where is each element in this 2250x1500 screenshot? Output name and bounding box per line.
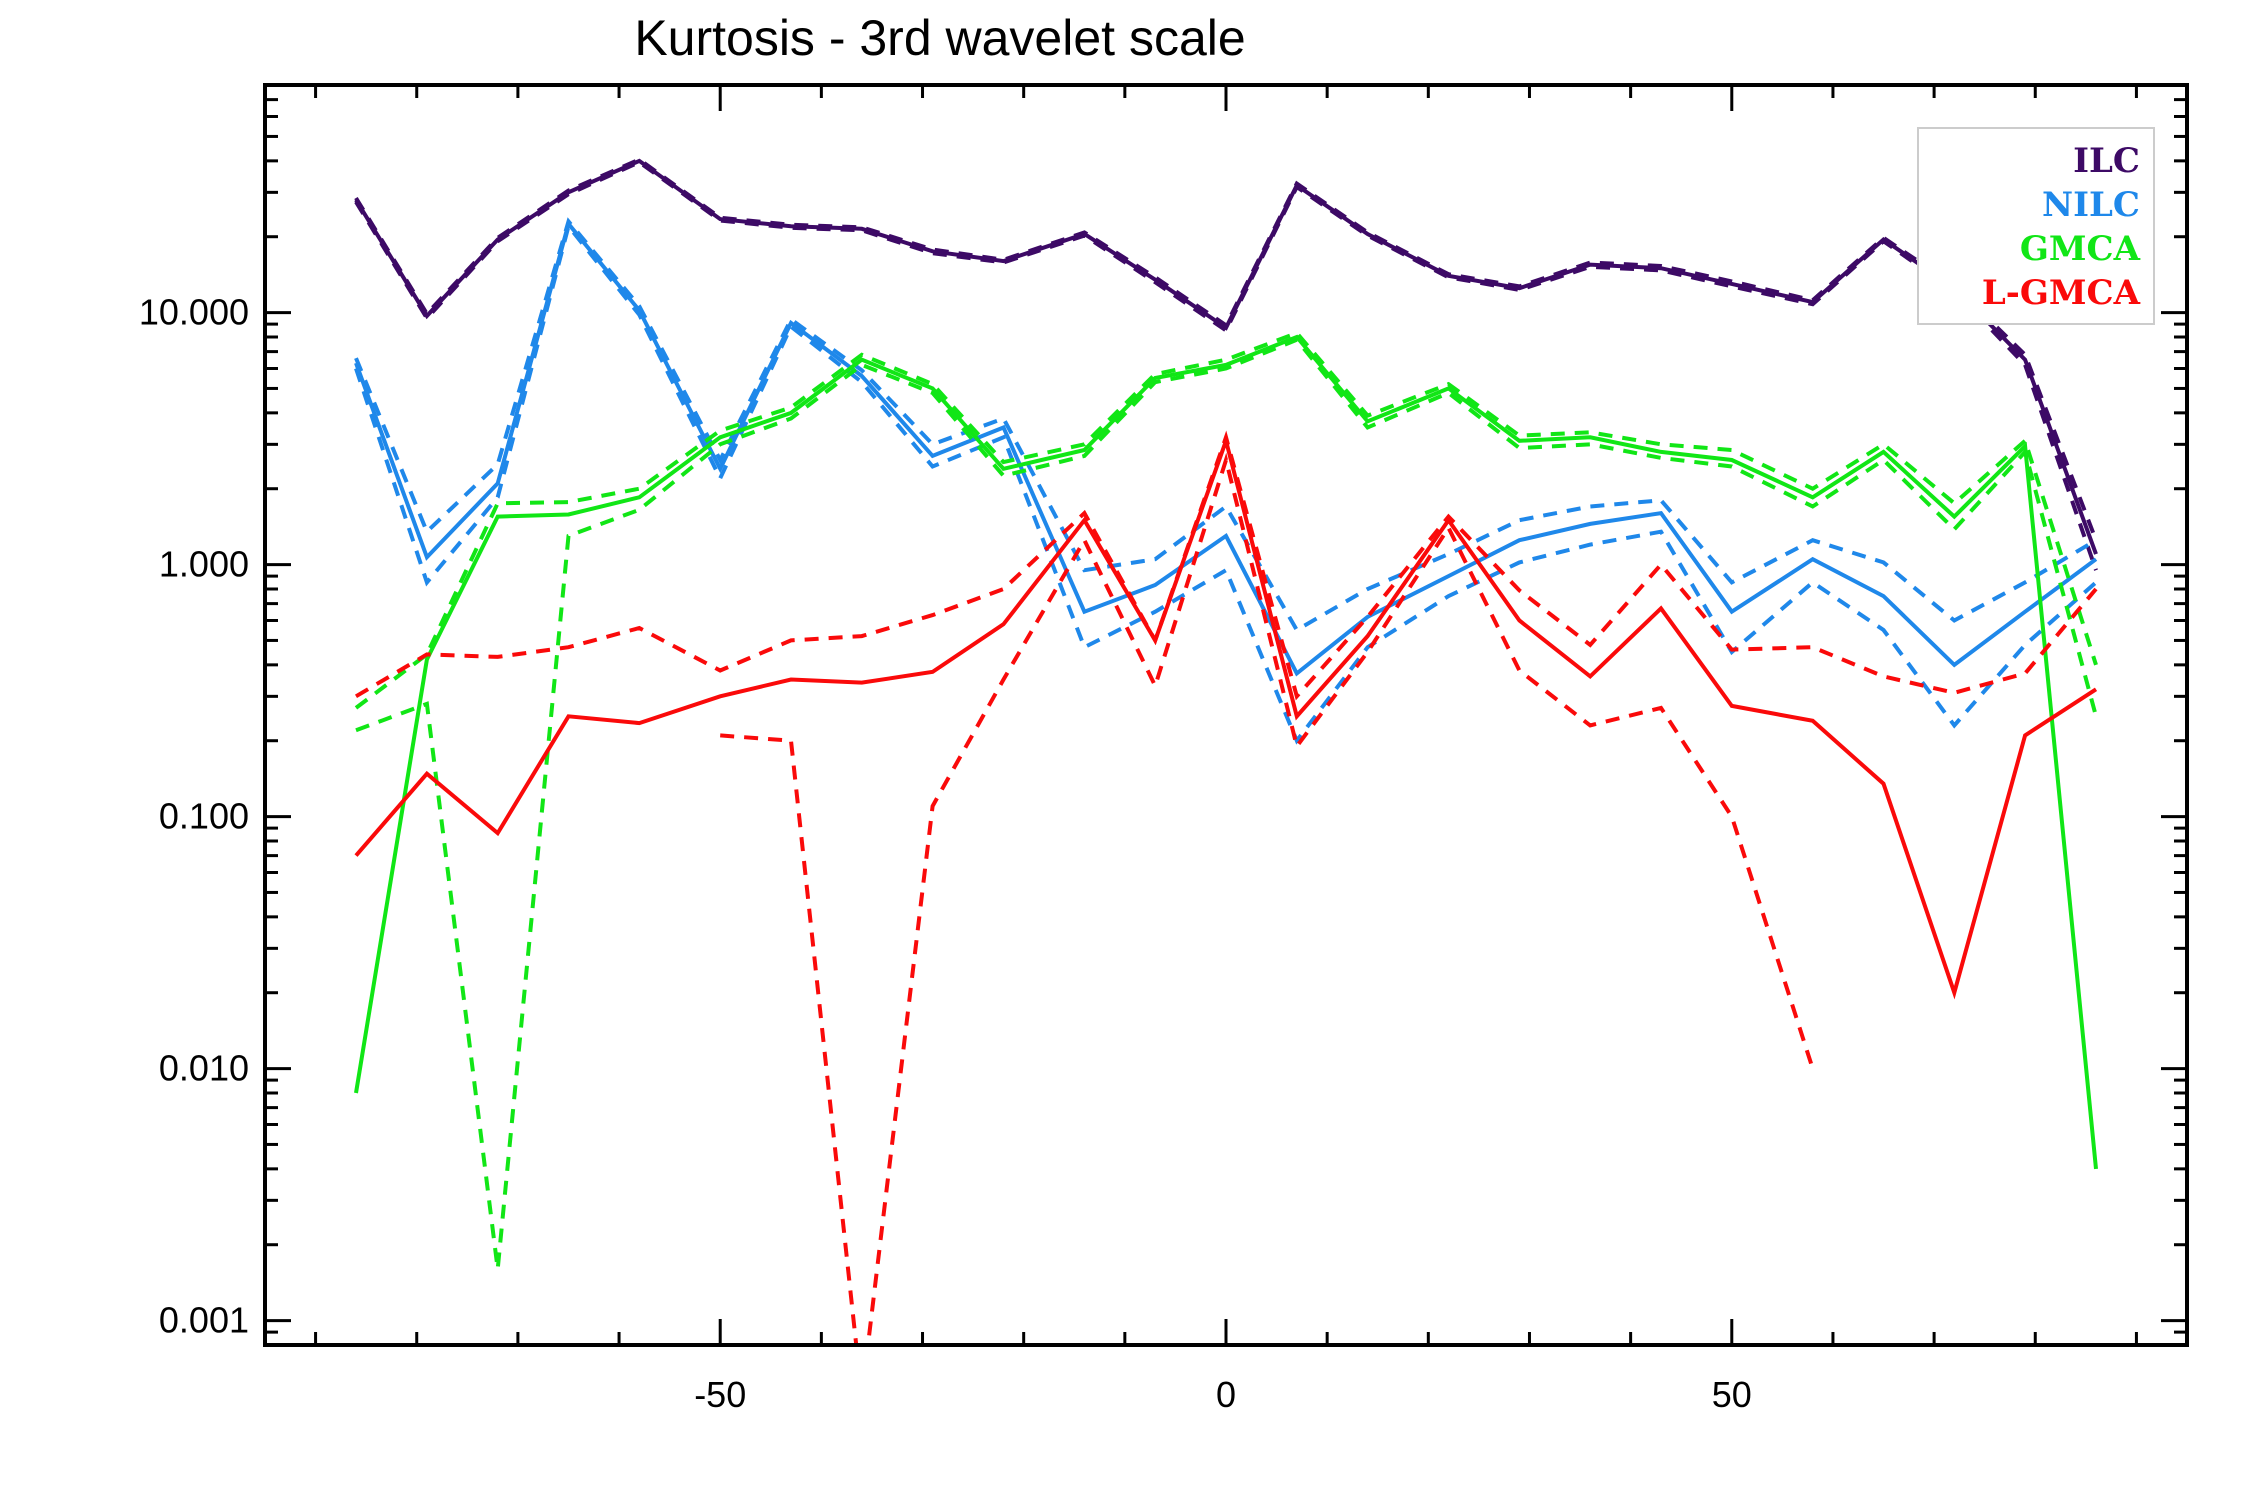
x-tick-label: -50: [694, 1374, 746, 1415]
series-gmca: [354, 330, 2098, 1270]
y-tick-label: 1.000: [159, 544, 249, 585]
series-ilc-lower-band: [354, 159, 2098, 571]
x-tick-label: 50: [1712, 1374, 1752, 1415]
y-tick-label: 0.100: [159, 796, 249, 837]
y-tick-label: 0.010: [159, 1048, 249, 1089]
axes-layer: -50 0 50 0.001 0.010 0.100 1.000 10.000: [139, 83, 2189, 1415]
series-gmca-upper-band: [354, 330, 2098, 710]
series-layer: [354, 157, 2098, 1345]
series-l-gmca-line: [354, 433, 2098, 1000]
series-ilc-line: [354, 158, 2098, 555]
legend-box: [1917, 127, 2155, 325]
legend-entry-l-gmca: L-GMCA: [1982, 273, 2141, 313]
x-tick-label: 0: [1216, 1374, 1236, 1415]
chart-title: Kurtosis - 3rd wavelet scale: [634, 10, 1245, 66]
series-nilc-lower-band: [354, 221, 2098, 745]
series-gmca-lower-band: [355, 337, 2098, 1270]
legend-entry-ilc: ILC: [2073, 141, 2140, 181]
legend-entry-nilc: NILC: [2042, 185, 2140, 225]
y-tick-label: 0.001: [159, 1300, 249, 1341]
legend-entry-gmca: GMCA: [2020, 229, 2141, 269]
series-nilc-line: [354, 219, 2098, 677]
y-tick-label: 10.000: [139, 292, 249, 333]
series-nilc-upper-band: [354, 217, 2098, 633]
series-ilc: [354, 157, 2098, 571]
series-gmca-line: [354, 334, 2098, 1170]
series-l-gmca: [354, 430, 2098, 1345]
series-nilc: [354, 217, 2098, 745]
